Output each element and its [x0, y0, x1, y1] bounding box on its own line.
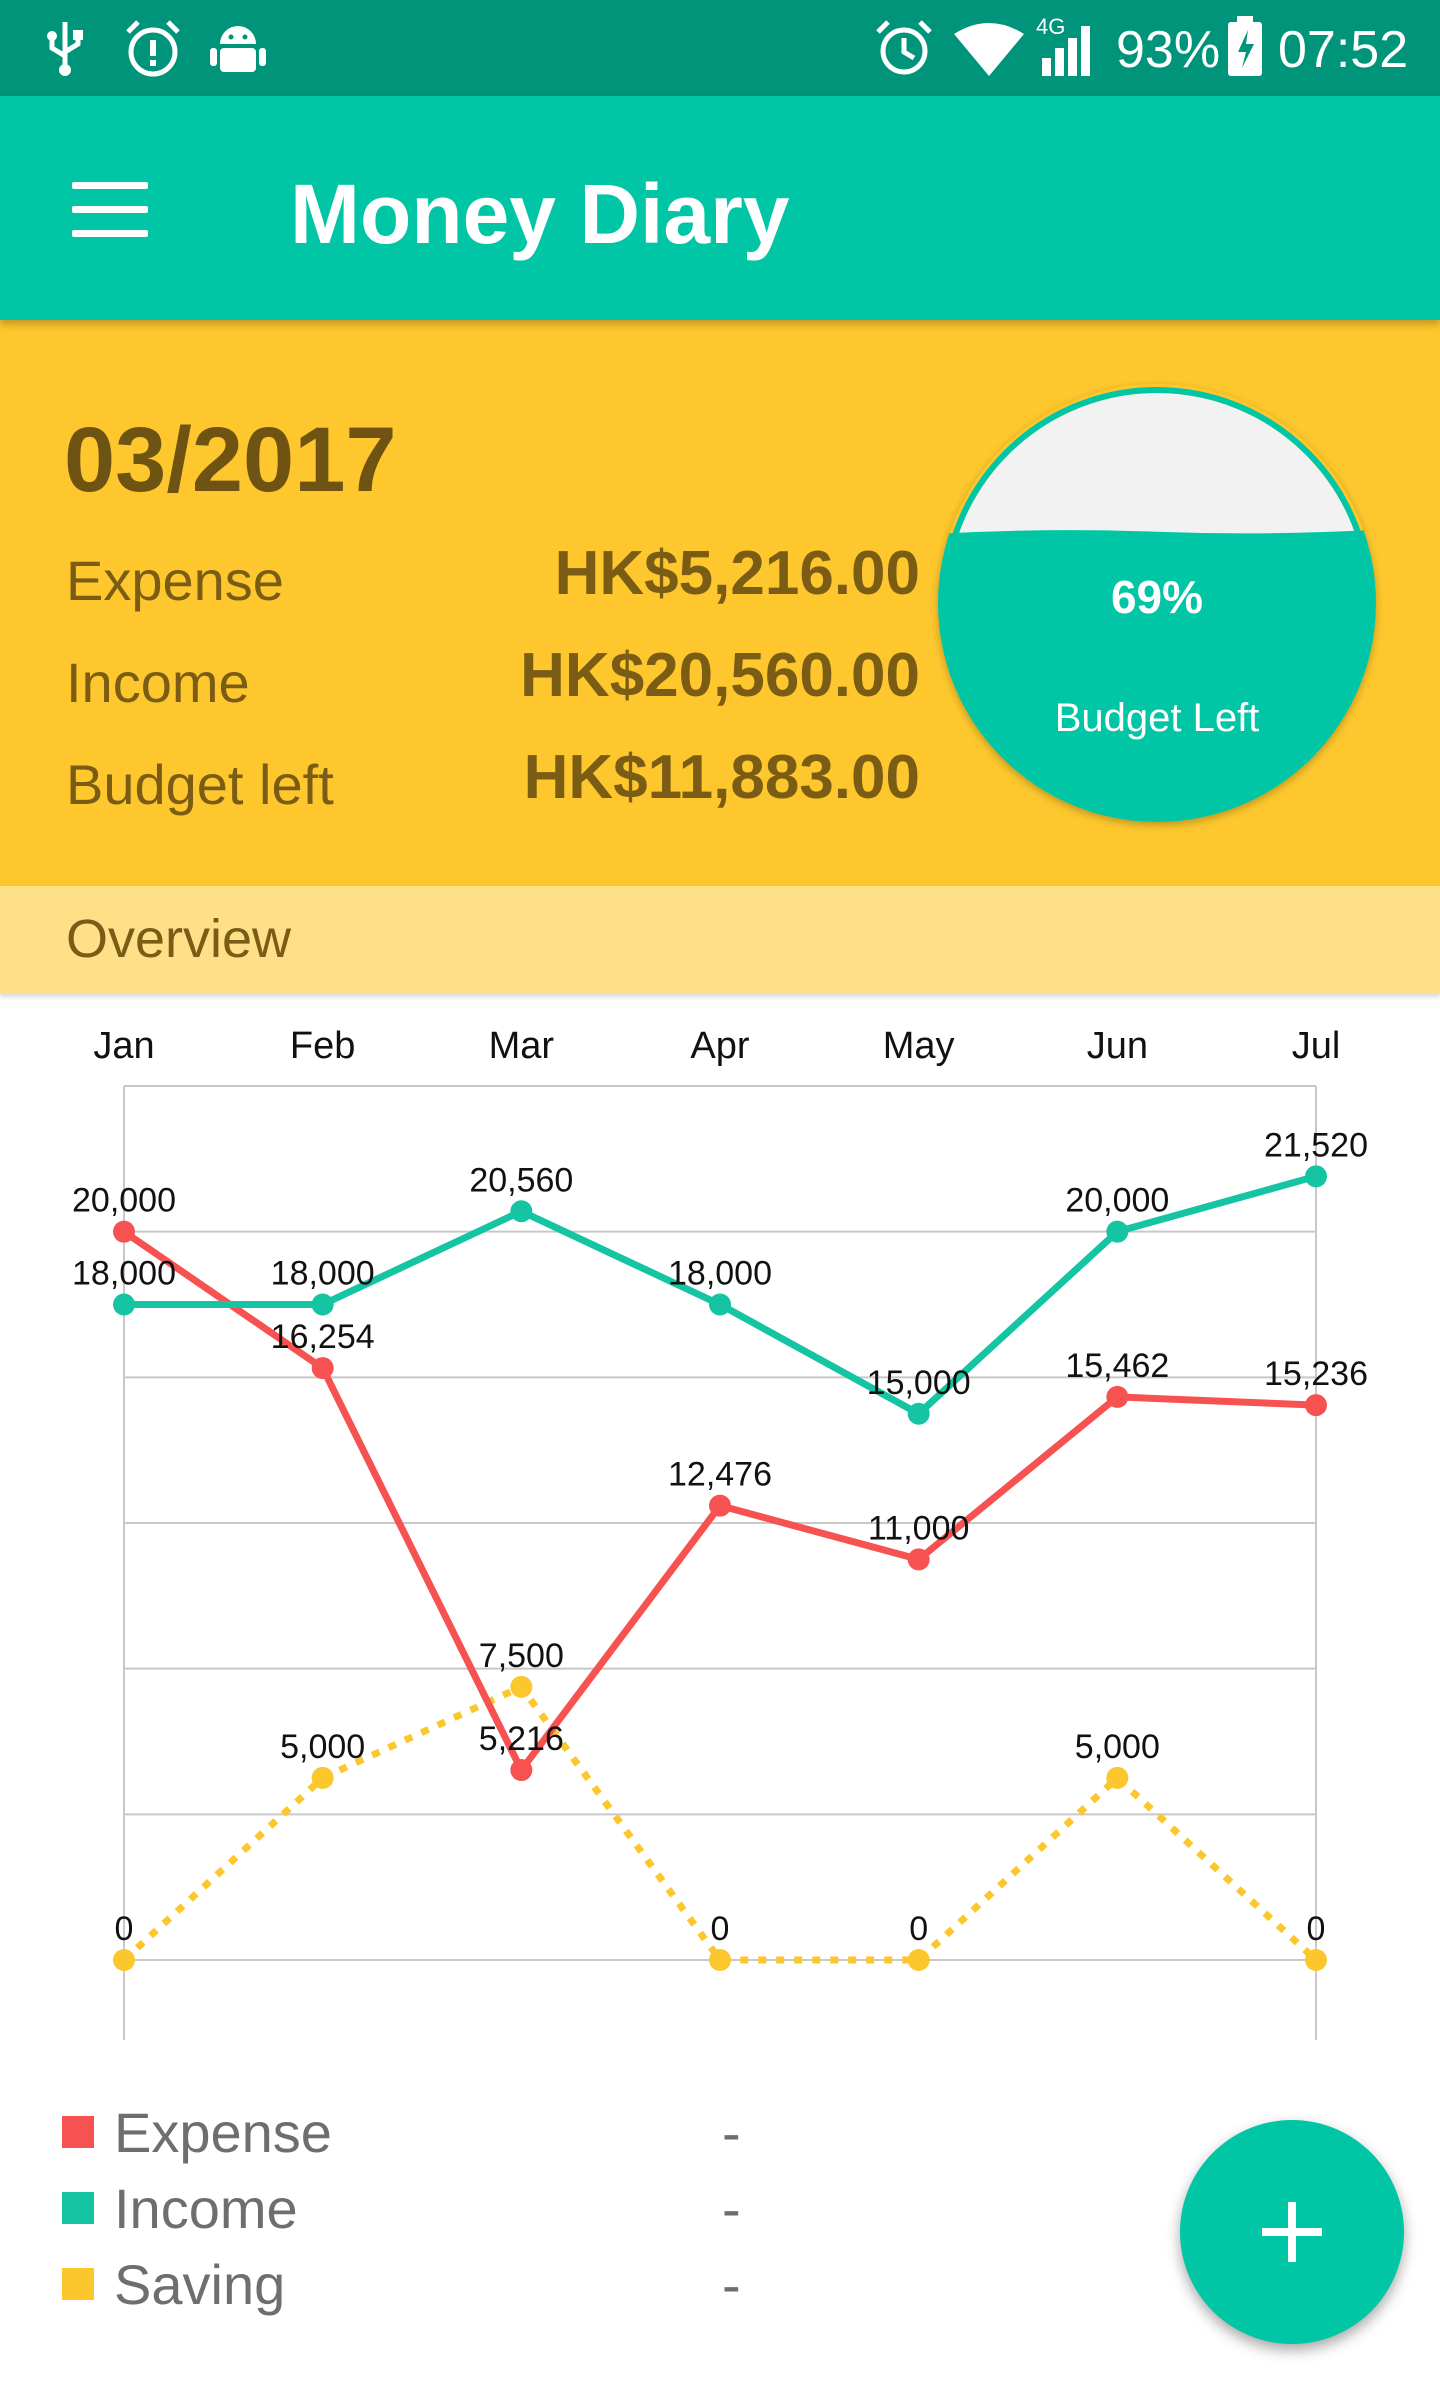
x-tick-label: Jan [93, 1025, 154, 1067]
legend-name-income: Income [114, 2177, 298, 2240]
saving-swatch [62, 2268, 94, 2300]
hamburger-menu-icon[interactable] [72, 182, 152, 238]
data-label-expense: 11,000 [868, 1509, 969, 1547]
data-point-saving [311, 1766, 334, 1789]
data-label-saving: 5,000 [1075, 1728, 1160, 1766]
data-label-saving: 7,500 [479, 1637, 564, 1675]
current-month[interactable]: 03/2017 [64, 409, 397, 511]
budget-gauge-label: Budget Left [1054, 696, 1260, 740]
x-tick-label: Jul [1292, 1025, 1341, 1067]
wifi-icon [954, 23, 1024, 76]
app-title: Money Diary [290, 167, 790, 261]
data-label-expense: 5,216 [479, 1720, 564, 1758]
data-point-expense [1305, 1394, 1327, 1417]
data-point-income [709, 1293, 731, 1316]
data-label-income: 18,000 [72, 1255, 176, 1293]
data-point-saving [1305, 1949, 1327, 1971]
data-label-income: 18,000 [271, 1255, 375, 1293]
data-point-saving [510, 1675, 533, 1698]
data-point-income [907, 1402, 930, 1425]
data-label-saving: 0 [909, 1910, 928, 1948]
overview-line-chart: Jan Feb Mar Apr May Jun Jul 0 5,000 7,500 0 0 5,000 0… [72, 1025, 1368, 2040]
data-point-saving [1106, 1766, 1129, 1789]
data-label-saving: 5,000 [280, 1728, 365, 1766]
budget-gauge-fill [938, 529, 1376, 822]
monthly-summary: 03/2017 Expense HK$5,216.00 Income HK$20… [0, 320, 1440, 886]
clock: 07:52 [1278, 21, 1409, 79]
legend-value-expense: - [722, 2101, 741, 2164]
data-point-expense [1106, 1385, 1129, 1408]
x-tick-label: Mar [489, 1025, 555, 1067]
budget-gauge-percent: 69% [1110, 571, 1204, 623]
signal-4g-icon [1042, 26, 1090, 76]
data-label-saving: 0 [115, 1910, 134, 1948]
data-label-expense: 16,254 [271, 1318, 375, 1356]
battery-charging-icon [1228, 16, 1262, 76]
budget-left-value: HK$11,883.00 [523, 743, 920, 812]
data-point-income [1305, 1165, 1327, 1188]
data-point-expense [113, 1220, 135, 1243]
income-value: HK$20,560.00 [520, 641, 920, 710]
data-label-saving: 0 [1307, 1910, 1326, 1948]
battery-percent: 93% [1116, 21, 1221, 79]
budget-left-label: Budget left [66, 753, 334, 816]
data-point-saving [709, 1949, 731, 1971]
data-label-income: 20,560 [469, 1161, 573, 1199]
expense-swatch [62, 2116, 94, 2148]
income-swatch [62, 2192, 94, 2224]
data-point-saving [113, 1949, 135, 1971]
legend-item-income: Income - [62, 2176, 762, 2246]
android-debug-icon [210, 26, 266, 72]
expense-value: HK$5,216.00 [554, 539, 920, 608]
legend-value-income: - [722, 2177, 741, 2240]
data-point-income [510, 1200, 533, 1223]
data-point-income [311, 1293, 334, 1316]
data-label-expense: 15,236 [1264, 1355, 1368, 1393]
legend-name-expense: Expense [114, 2101, 332, 2164]
data-point-expense [510, 1759, 533, 1782]
data-label-income: 21,520 [1264, 1126, 1368, 1164]
network-type-label: 4G [1036, 14, 1066, 39]
x-tick-label: Feb [290, 1025, 355, 1067]
legend-value-saving: - [722, 2253, 741, 2316]
usb-icon [47, 22, 83, 76]
data-label-expense: 12,476 [668, 1456, 772, 1494]
legend-name-saving: Saving [114, 2253, 286, 2316]
data-label-income: 15,000 [867, 1364, 971, 1402]
budget-gauge[interactable]: 69% Budget Left [938, 384, 1376, 822]
data-point-income [1106, 1220, 1129, 1243]
data-point-income [113, 1293, 135, 1316]
alarm-warning-icon [126, 20, 180, 77]
data-point-expense [907, 1548, 930, 1571]
x-tick-label: Apr [690, 1025, 749, 1067]
add-entry-button[interactable] [1180, 2120, 1404, 2344]
data-point-expense [311, 1357, 334, 1380]
x-tick-label: May [883, 1025, 955, 1067]
income-label: Income [66, 651, 250, 714]
app-bar: Money Diary [0, 96, 1440, 320]
data-label-income: 20,000 [1065, 1182, 1169, 1220]
data-point-expense [709, 1494, 731, 1517]
status-bar: 4G 93% 07:52 [0, 0, 1440, 96]
expense-label: Expense [66, 549, 284, 612]
x-tick-label: Jun [1087, 1025, 1148, 1067]
data-label-saving: 0 [711, 1910, 730, 1948]
legend-item-saving: Saving - [62, 2252, 762, 2322]
data-point-saving [907, 1949, 930, 1971]
data-label-expense: 20,000 [72, 1182, 176, 1220]
overview-header: Overview [0, 886, 1440, 994]
legend-item-expense: Expense - [62, 2100, 762, 2170]
overview-title: Overview [66, 909, 292, 969]
data-label-income: 18,000 [668, 1255, 772, 1293]
alarm-icon [876, 20, 932, 75]
data-label-expense: 15,462 [1065, 1347, 1169, 1385]
